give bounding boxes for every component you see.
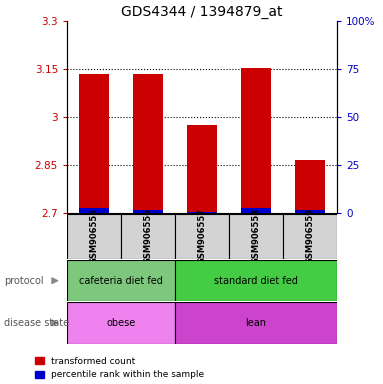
- Bar: [295, 210, 325, 213]
- Bar: [67, 260, 175, 301]
- Bar: [295, 160, 325, 213]
- Text: GSM906558: GSM906558: [252, 208, 260, 264]
- Text: cafeteria diet fed: cafeteria diet fed: [79, 276, 163, 286]
- Title: GDS4344 / 1394879_at: GDS4344 / 1394879_at: [121, 5, 283, 19]
- Bar: [133, 74, 163, 213]
- Text: GSM906559: GSM906559: [306, 208, 314, 264]
- Bar: [175, 260, 337, 301]
- Bar: [175, 302, 337, 344]
- Text: standard diet fed: standard diet fed: [214, 276, 298, 286]
- Legend: transformed count, percentile rank within the sample: transformed count, percentile rank withi…: [35, 357, 205, 379]
- Bar: [67, 214, 121, 259]
- Bar: [133, 210, 163, 213]
- Text: GSM906557: GSM906557: [198, 208, 206, 264]
- Bar: [241, 68, 271, 213]
- Text: GSM906556: GSM906556: [144, 208, 152, 264]
- Bar: [187, 212, 217, 213]
- Bar: [175, 214, 229, 259]
- Bar: [79, 74, 109, 213]
- Bar: [187, 125, 217, 213]
- Bar: [229, 214, 283, 259]
- Text: lean: lean: [246, 318, 267, 328]
- Bar: [241, 208, 271, 213]
- Bar: [79, 208, 109, 213]
- Bar: [67, 302, 175, 344]
- Text: GSM906555: GSM906555: [90, 208, 98, 264]
- Bar: [283, 214, 337, 259]
- Bar: [121, 214, 175, 259]
- Text: protocol: protocol: [4, 276, 43, 286]
- Text: obese: obese: [106, 318, 136, 328]
- Text: disease state: disease state: [4, 318, 69, 328]
